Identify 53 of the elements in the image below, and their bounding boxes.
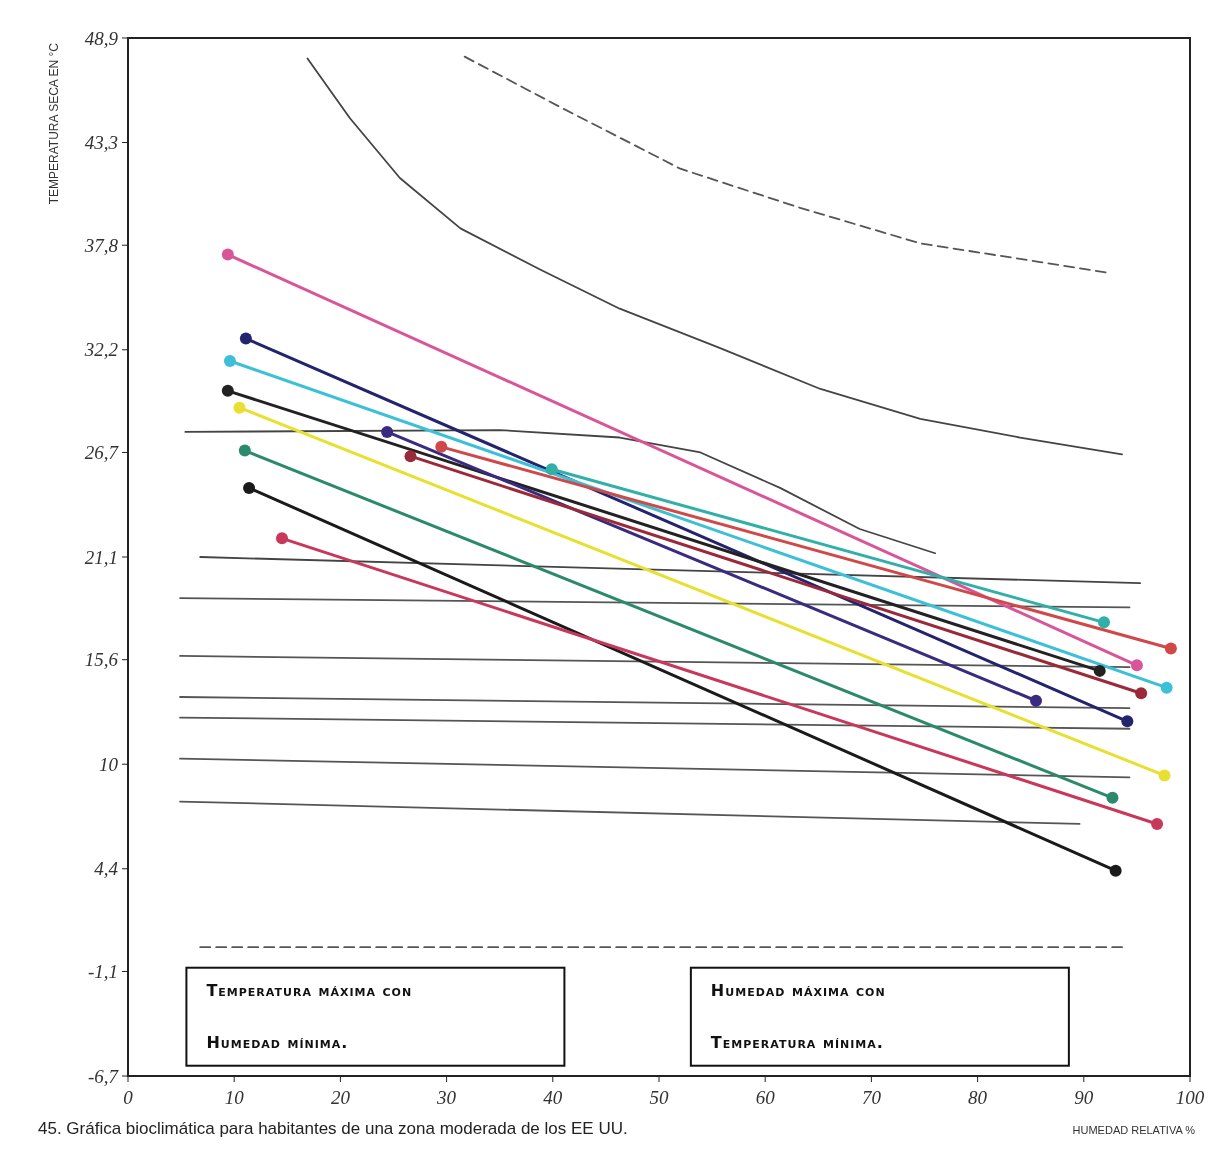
y-tick-label: -1,1 xyxy=(87,961,118,983)
point xyxy=(243,481,256,494)
x-tick-label: 60 xyxy=(755,1087,776,1108)
note-box: Humedad máxima con Temperatura mínima. xyxy=(689,966,1070,1067)
y-tick-label: 15,6 xyxy=(84,649,119,671)
point xyxy=(1106,791,1119,804)
x-tick-label: 40 xyxy=(543,1087,563,1108)
point xyxy=(1160,681,1173,694)
point xyxy=(1164,642,1177,655)
point xyxy=(223,354,236,367)
point xyxy=(435,440,448,453)
line-series xyxy=(306,57,1123,456)
y-tick-label: 37,8 xyxy=(83,234,119,256)
point xyxy=(1109,864,1122,877)
point xyxy=(1158,769,1171,782)
y-tick-label: 21,1 xyxy=(84,546,118,568)
point xyxy=(1097,616,1110,629)
y-axis-title: TEMPERATURA SECA EN °C xyxy=(47,42,61,205)
y-tick-label: 32,2 xyxy=(83,339,119,361)
point xyxy=(1121,715,1134,728)
x-tick-label: 0 xyxy=(123,1087,134,1108)
point xyxy=(404,450,417,463)
x-tick-label: 100 xyxy=(1175,1087,1205,1108)
x-tick-label: 10 xyxy=(224,1087,245,1108)
note-box: Temperatura máxima con Humedad mínima. xyxy=(185,966,566,1067)
x-tick-label: 80 xyxy=(968,1087,988,1108)
y-tick-label: -6,7 xyxy=(87,1065,120,1087)
point xyxy=(1093,664,1106,677)
point xyxy=(221,384,234,397)
point xyxy=(221,248,234,261)
point xyxy=(545,463,558,476)
x-tick-label: 20 xyxy=(330,1087,351,1108)
y-tick-label: 48,9 xyxy=(84,27,119,49)
text: 45. Gráfica bioclimática para habitantes de una zona moderada de los EE UU. xyxy=(38,1119,628,1138)
point xyxy=(1130,659,1143,672)
x-tick-label: 90 xyxy=(1074,1087,1094,1108)
point xyxy=(239,332,252,345)
y-tick-label: 26,7 xyxy=(84,442,120,464)
x-tick-label: 50 xyxy=(649,1087,669,1108)
y-tick-label: 4,4 xyxy=(94,858,119,880)
x-tick-label: 30 xyxy=(436,1087,457,1108)
point xyxy=(233,401,246,414)
point xyxy=(238,444,251,457)
point xyxy=(381,425,394,438)
y-tick-label: 43,3 xyxy=(84,132,118,154)
point xyxy=(275,532,288,545)
point xyxy=(1135,687,1148,700)
point xyxy=(1151,817,1164,830)
y-tick-label: 10 xyxy=(99,753,119,775)
x-axis-title: HUMEDAD RELATIVA % xyxy=(1072,1124,1196,1136)
line-series xyxy=(184,429,937,555)
x-tick-label: 70 xyxy=(861,1087,882,1108)
point xyxy=(1030,694,1043,707)
